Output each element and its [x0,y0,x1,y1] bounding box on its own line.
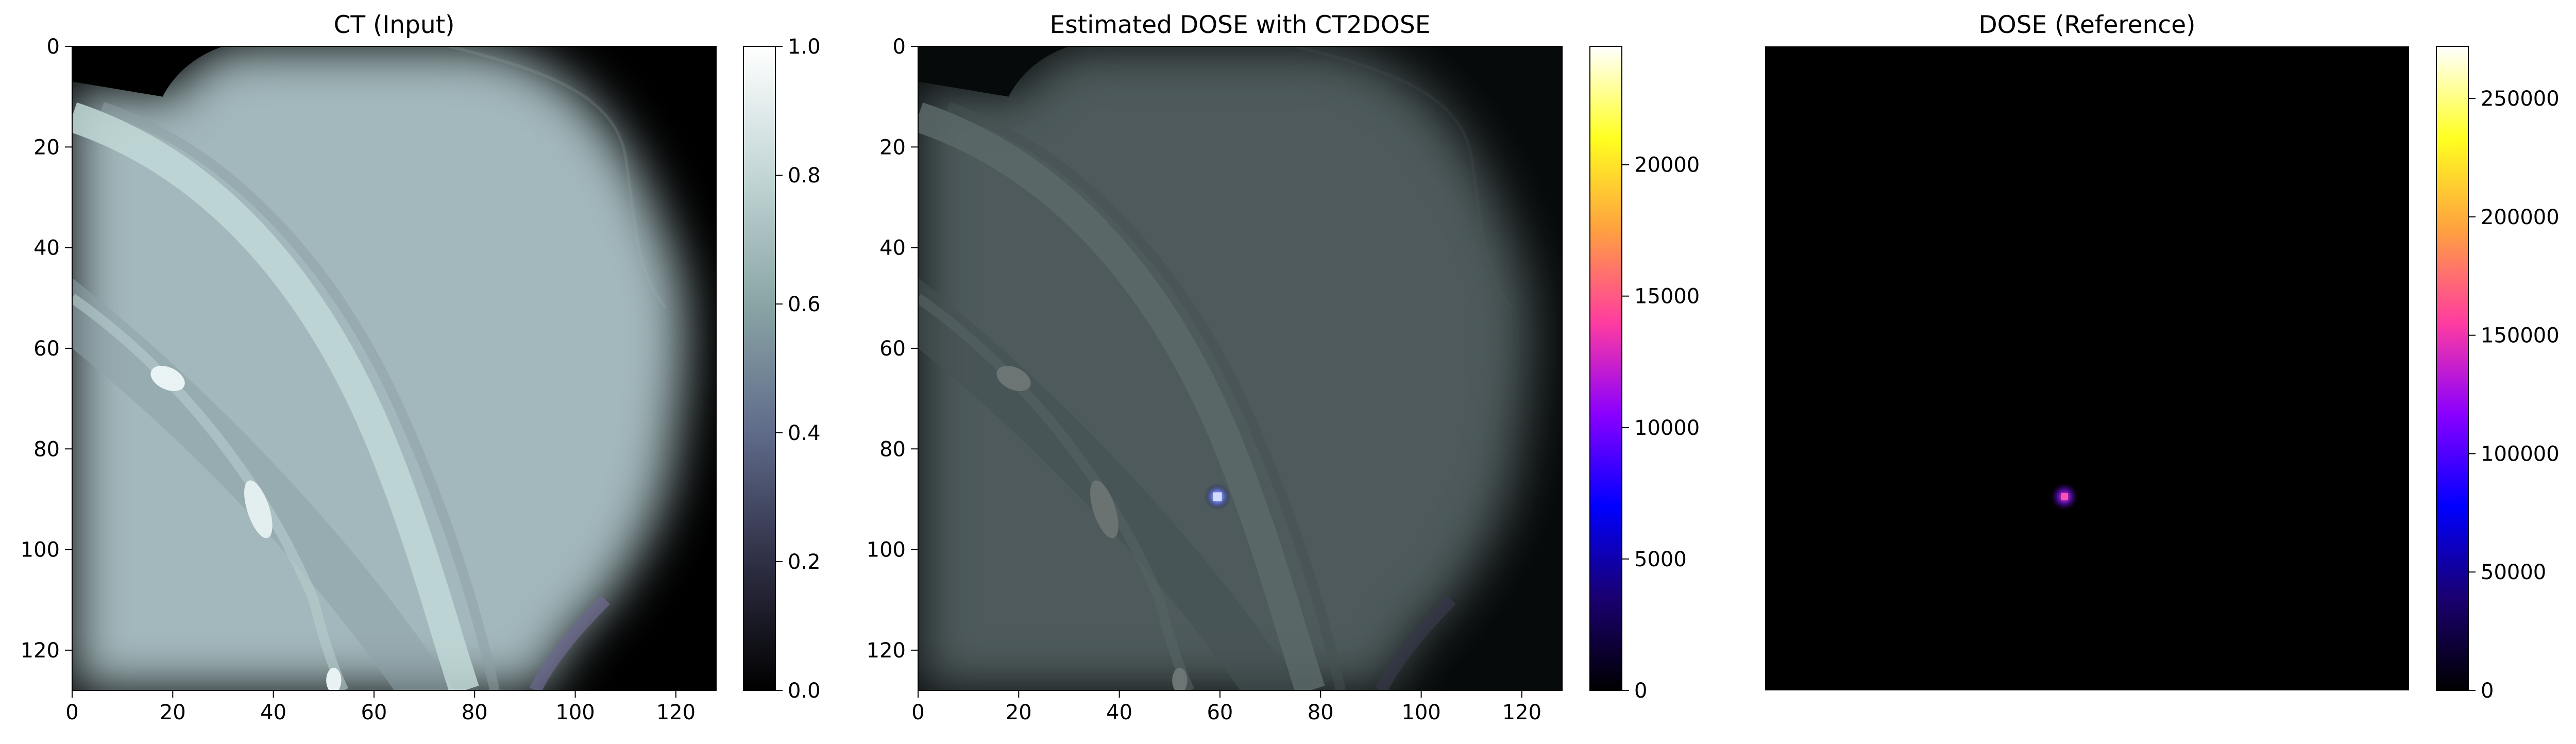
y-tick-label: 120 [21,639,60,663]
colorbar-tick-label: 15000 [1634,285,1700,309]
y-tick-label: 20 [879,136,906,159]
colorbar-tick-label: 0.6 [788,293,821,316]
y-tick-label: 40 [879,236,906,260]
colorbar-tick-label: 0.2 [788,550,821,574]
dose-image [1765,46,2409,690]
colorbar-tick-label: 50000 [2481,561,2546,584]
chart-title: DOSE (Reference) [1978,11,2195,39]
x-tick-label: 80 [1308,701,1334,724]
colorbar-tick-label: 250000 [2481,87,2560,111]
y-tick-label: 0 [47,35,60,59]
colorbar-tick-label: 1.0 [788,35,821,59]
colorbar-ticks: 0 5000 10000 15000 20000 [1622,154,1700,703]
x-tick-label: 120 [656,701,696,724]
colorbar-tick-label: 10000 [1634,416,1700,440]
panel-dose-reference: DOSE (Reference) 0 50000 100000 150000 20000… [1765,11,2560,703]
colorbar-tick-label: 150000 [2481,324,2560,348]
ct-image [72,46,716,693]
chart-title: Estimated DOSE with CT2DOSE [1050,11,1431,39]
x-tick-label: 40 [1106,701,1132,724]
y-tick-label: 40 [33,236,60,260]
colorbar-tick-label: 5000 [1634,548,1687,571]
dose-overlay [918,46,1562,690]
colorbar [1589,46,1622,691]
plot-frame [72,46,717,691]
colorbar-tick-label: 0 [1634,679,1647,703]
y-tick-label: 60 [879,337,906,361]
y-tick-label: 120 [867,639,906,663]
x-tick-label: 100 [1401,701,1440,724]
x-tick-label: 80 [462,701,488,724]
x-tick-label: 120 [1502,701,1541,724]
plot-frame [918,46,1563,691]
y-tick-label: 100 [21,538,60,562]
x-tick-label: 20 [1006,701,1032,724]
x-tick-label: 0 [911,701,924,724]
colorbar-tick-label: 20000 [1634,154,1700,177]
x-tick-label: 0 [65,701,78,724]
x-tick-label: 100 [555,701,595,724]
panel-estimated-dose: Estimated DOSE with CT2DOSE 0 20 40 60 80 100… [867,11,1700,724]
dose-hotspot [1213,492,1222,501]
colorbar-tick-label: 0 [2481,679,2494,703]
y-tick-label: 0 [893,35,906,59]
colorbar-tick-label: 0.8 [788,164,821,188]
x-tick-label: 60 [361,701,387,724]
dose-overlay-tint [918,46,1562,690]
dose-hotspot [2061,493,2069,501]
y-tick-label: 20 [33,136,60,159]
panel-ct-input: CT (Input) 0 20 40 60 80 100 120 0 20 40 60 80 100 12… [21,11,821,724]
colorbar-tick-label: 0.0 [788,679,821,703]
y-tick-label: 80 [879,437,906,461]
colorbar [2436,46,2469,691]
colorbar-tick-label: 200000 [2481,206,2560,229]
colorbar-ticks: 0.0 0.2 0.4 0.6 0.8 1.0 [775,35,821,703]
colorbar [743,46,776,691]
colorbar-tick-label: 100000 [2481,442,2560,466]
colorbar-ticks: 0 50000 100000 150000 200000 250000 [2468,87,2560,703]
chart-title: CT (Input) [334,11,455,39]
axis-ticks: 0 20 40 60 80 100 120 0 20 40 60 80 100 120 [21,35,696,724]
y-tick-label: 60 [33,337,60,361]
x-tick-label: 20 [160,701,186,724]
x-tick-label: 40 [260,701,286,724]
colorbar-tick-label: 0.4 [788,421,821,445]
y-tick-label: 80 [33,437,60,461]
y-tick-label: 100 [867,538,906,562]
x-tick-label: 60 [1207,701,1233,724]
axis-ticks: 0 20 40 60 80 100 120 0 20 40 60 80 100 120 [867,35,1541,724]
